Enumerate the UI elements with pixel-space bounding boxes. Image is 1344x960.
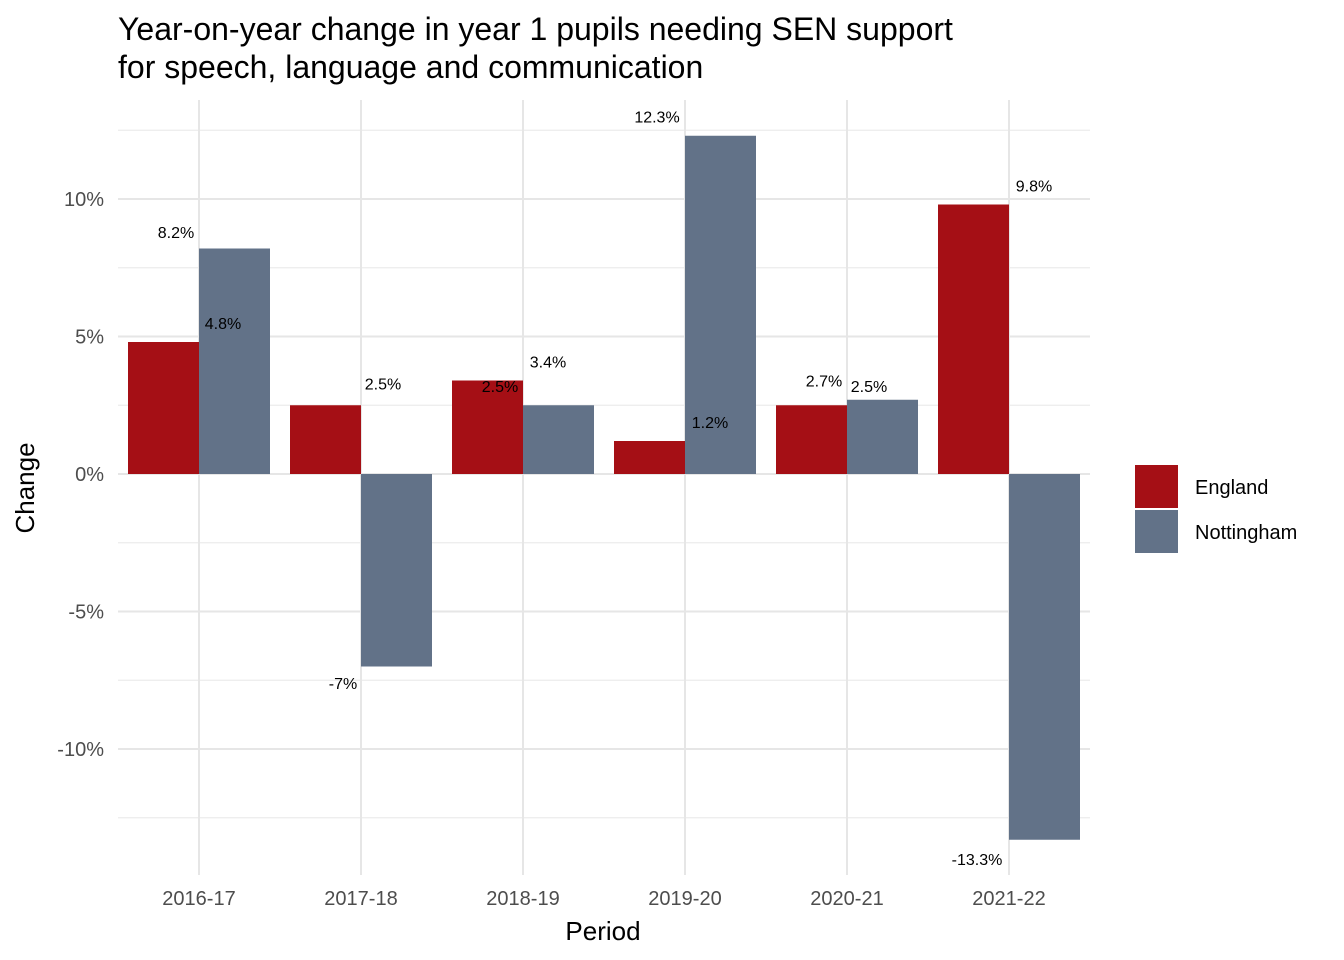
bar-nottingham-2016-17: [199, 248, 270, 474]
x-tick-label: 2019-20: [648, 888, 721, 910]
bars: [128, 135, 1080, 840]
data-labels: 8.2% 4.8% 2.5% -7% 3.4% 2.5% 12.3% 1.2% 2.7% 2.5%…: [158, 110, 1052, 870]
data-label: 3.4%: [530, 354, 566, 371]
x-tick-label: 2018-19: [486, 888, 559, 910]
data-label: -7%: [329, 676, 357, 693]
x-tick-label: 2021-22: [972, 888, 1045, 910]
bar-england-2018-19: [452, 380, 523, 474]
data-label: 2.5%: [482, 379, 518, 396]
x-axis-title: Period: [565, 916, 640, 946]
bar-england-2016-17: [128, 342, 199, 474]
y-tick-label: 10%: [64, 189, 104, 211]
y-tick-label: -10%: [57, 739, 104, 761]
x-tick-label: 2020-21: [810, 888, 883, 910]
data-label: 2.7%: [806, 374, 842, 391]
data-label: 2.5%: [851, 379, 887, 396]
legend-swatch-nottingham: [1135, 510, 1178, 553]
data-label: 4.8%: [205, 316, 241, 333]
legend-label-nottingham: Nottingham: [1195, 522, 1297, 544]
y-tick-label: -5%: [68, 602, 104, 624]
data-label: -13.3%: [952, 852, 1003, 869]
y-tick-label: 0%: [75, 464, 104, 486]
bar-nottingham-2020-21: [847, 399, 918, 474]
bar-england-2017-18: [290, 405, 361, 474]
data-label: 12.3%: [634, 110, 679, 127]
legend-swatch-england: [1135, 465, 1178, 508]
x-tick-label: 2017-18: [324, 888, 397, 910]
x-axis-ticks: 2016-17 2017-18 2018-19 2019-20 2020-21 2021-…: [162, 888, 1045, 910]
bar-nottingham-2019-20: [685, 135, 756, 474]
y-axis-title: Change: [10, 442, 40, 533]
bar-nottingham-2021-22: [1009, 474, 1080, 840]
bar-england-2019-20: [614, 441, 685, 474]
bar-nottingham-2018-19: [523, 405, 594, 474]
bar-nottingham-2017-18: [361, 474, 432, 667]
legend: England Nottingham: [1135, 465, 1297, 553]
bar-england-2020-21: [776, 405, 847, 474]
x-tick-label: 2016-17: [162, 888, 235, 910]
data-label: 1.2%: [692, 415, 728, 432]
legend-label-england: England: [1195, 477, 1268, 499]
y-axis-ticks: 10% 5% 0% -5% -10%: [57, 189, 104, 761]
chart-title-line-1: Year-on-year change in year 1 pupils nee…: [118, 11, 953, 47]
bar-england-2021-22: [938, 204, 1009, 474]
chart-title-line-2: for speech, language and communication: [118, 49, 703, 85]
data-label: 2.5%: [365, 376, 401, 393]
data-label: 9.8%: [1016, 178, 1052, 195]
data-label: 8.2%: [158, 225, 194, 242]
y-tick-label: 5%: [75, 327, 104, 349]
